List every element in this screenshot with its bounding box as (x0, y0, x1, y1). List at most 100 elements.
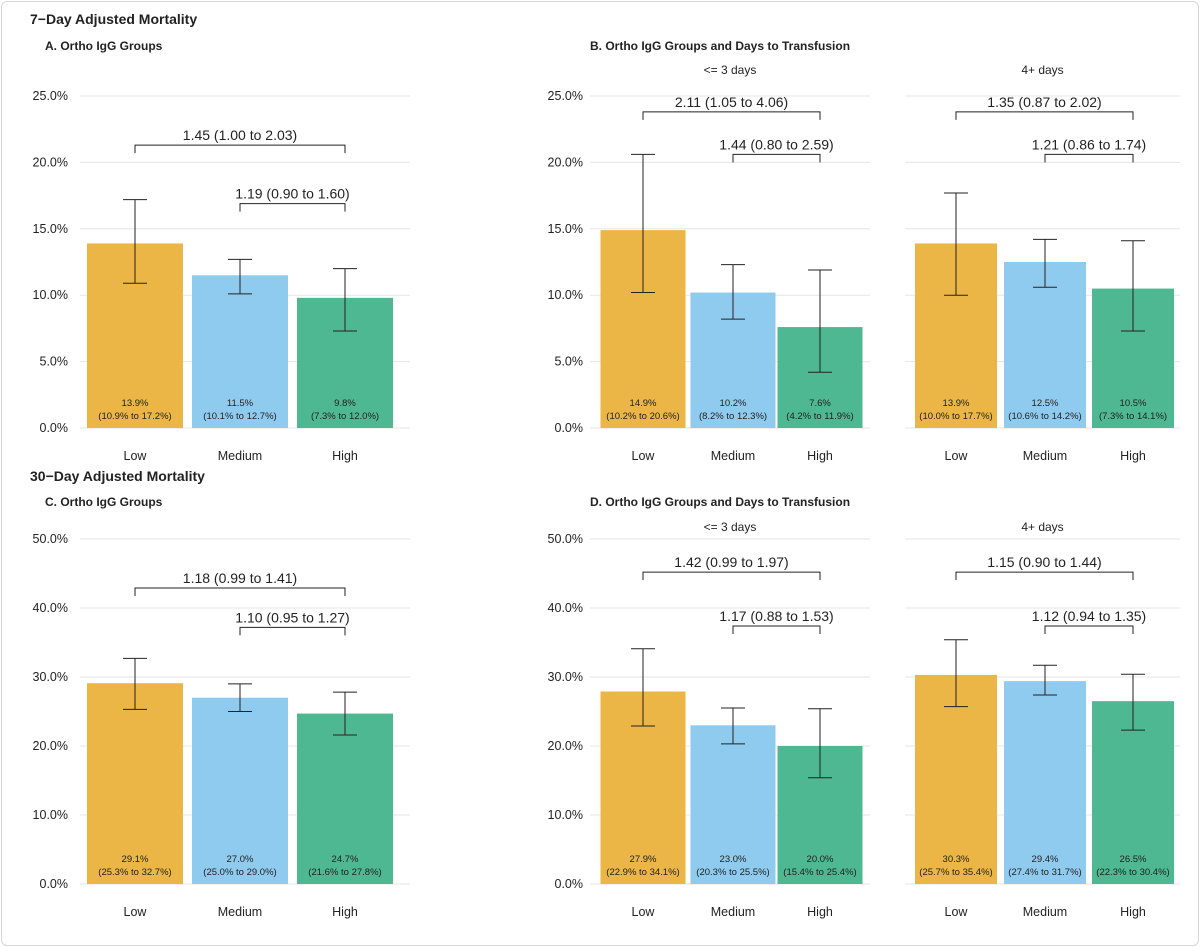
section-title: 30−Day Adjusted Mortality (30, 468, 205, 484)
comparison-bracket (642, 571, 821, 581)
chart-panel: B. Ortho IgG Groups and Days to Transfus… (548, 39, 870, 463)
x-tick-label: High (807, 449, 833, 463)
bar-value-label: 14.9% (630, 398, 657, 409)
y-tick-label: 10.0% (548, 288, 583, 302)
comparison-bracket (134, 144, 346, 154)
y-tick-label: 50.0% (548, 532, 583, 546)
x-tick-label: Medium (1023, 905, 1067, 919)
bar-ci-label: (8.2% to 12.3%) (699, 411, 767, 422)
facet-label: 4+ days (1021, 63, 1063, 77)
comparison-label: 1.15 (0.90 to 1.44) (987, 554, 1101, 570)
bar-low (87, 683, 183, 884)
comparison-label: 1.35 (0.87 to 2.02) (987, 94, 1101, 110)
bar-value-label: 27.9% (630, 854, 657, 865)
bar-value-label: 27.0% (227, 854, 254, 865)
x-tick-label: Low (945, 905, 969, 919)
bar-ci-label: (10.6% to 14.2%) (1008, 411, 1081, 422)
y-tick-label: 0.0% (555, 421, 584, 435)
bar-medium (1004, 681, 1086, 884)
y-tick-label: 50.0% (33, 532, 68, 546)
bar-medium (690, 725, 776, 884)
chart-panel: 4+ days 30.3% (25.7% to 35.4%) Low 29.4% (27.… (905, 520, 1180, 919)
comparison-label: 1.10 (0.95 to 1.27) (235, 609, 349, 625)
y-tick-label: 10.0% (33, 288, 68, 302)
x-tick-label: High (332, 449, 358, 463)
x-tick-label: Medium (711, 449, 755, 463)
y-tick-label: 15.0% (33, 222, 68, 236)
bar-value-label: 12.5% (1032, 398, 1059, 409)
comparison-bracket (239, 203, 346, 212)
y-tick-label: 20.0% (548, 155, 583, 169)
bar-value-label: 23.0% (720, 854, 747, 865)
bar-ci-label: (22.9% to 34.1%) (606, 867, 679, 878)
panel-title: D. Ortho IgG Groups and Days to Transfus… (590, 495, 850, 509)
bar-ci-label: (4.2% to 11.9%) (786, 411, 853, 422)
bar-medium (1004, 262, 1086, 428)
comparison-bracket (732, 153, 821, 163)
y-tick-label: 0.0% (555, 877, 584, 891)
bar-high (1092, 701, 1174, 884)
facet-label: <= 3 days (704, 63, 757, 77)
comparison-bracket (1044, 153, 1134, 163)
y-tick-label: 25.0% (33, 89, 68, 103)
bar-value-label: 10.5% (1120, 398, 1147, 409)
panel-title: B. Ortho IgG Groups and Days to Transfus… (590, 39, 850, 53)
bar-ci-label: (22.3% to 30.4%) (1096, 867, 1169, 878)
x-tick-label: High (1120, 905, 1146, 919)
bar-value-label: 11.5% (227, 398, 254, 409)
bar-ci-label: (10.1% to 12.7%) (203, 411, 276, 422)
bar-medium (192, 697, 288, 884)
facet-label: 4+ days (1021, 520, 1063, 534)
bar-ci-label: (10.9% to 17.2%) (98, 411, 171, 422)
panel-title: A. Ortho IgG Groups (45, 39, 163, 53)
facet-label: <= 3 days (704, 520, 757, 534)
y-tick-label: 25.0% (548, 89, 583, 103)
x-tick-label: Medium (711, 905, 755, 919)
bar-ci-label: (21.6% to 27.8%) (308, 867, 381, 878)
bar-value-label: 13.9% (122, 398, 149, 409)
bar-ci-label: (7.3% to 12.0%) (311, 411, 379, 422)
y-tick-label: 15.0% (548, 222, 583, 236)
bar-ci-label: (25.0% to 29.0%) (203, 867, 276, 878)
bar-value-label: 26.5% (1120, 854, 1147, 865)
bar-low (915, 674, 997, 884)
chart-panel: 4+ days 13.9% (10.0% to 17.7%) Low 12.5% (10.… (905, 63, 1180, 463)
comparison-label: 1.12 (0.94 to 1.35) (1032, 608, 1146, 624)
panel-title: C. Ortho IgG Groups (45, 495, 163, 509)
y-tick-label: 5.0% (555, 355, 584, 369)
x-tick-label: Medium (1023, 449, 1067, 463)
comparison-bracket (642, 111, 821, 120)
x-tick-label: Low (124, 449, 148, 463)
bar-value-label: 9.8% (334, 398, 356, 409)
bar-medium (192, 275, 288, 428)
x-tick-label: High (332, 905, 358, 919)
chart-panel: C. Ortho IgG Groups 0.0% 10.0% 20.0% 30.0% 40… (33, 495, 410, 919)
y-tick-label: 40.0% (33, 601, 68, 615)
comparison-label: 1.19 (0.90 to 1.60) (235, 186, 349, 202)
comparison-label: 1.42 (0.99 to 1.97) (674, 554, 788, 570)
bar-value-label: 29.1% (122, 854, 149, 865)
y-tick-label: 30.0% (33, 670, 68, 684)
x-tick-label: Low (124, 905, 148, 919)
bar-ci-label: (7.3% to 14.1%) (1099, 411, 1167, 422)
bar-value-label: 10.2% (720, 398, 747, 409)
comparison-bracket (1044, 625, 1134, 634)
x-tick-label: High (807, 905, 833, 919)
comparison-bracket (732, 625, 821, 634)
bar-ci-label: (15.4% to 25.4%) (783, 867, 856, 878)
bar-high (297, 713, 393, 884)
bar-ci-label: (10.2% to 20.6%) (606, 411, 679, 422)
y-tick-label: 10.0% (33, 808, 68, 822)
bar-ci-label: (25.3% to 32.7%) (98, 867, 171, 878)
comparison-bracket (134, 587, 346, 596)
comparison-label: 1.45 (1.00 to 2.03) (183, 127, 297, 143)
y-tick-label: 0.0% (40, 877, 69, 891)
comparison-label: 1.21 (0.86 to 1.74) (1032, 136, 1146, 152)
bar-value-label: 24.7% (332, 854, 359, 865)
bar-value-label: 13.9% (943, 398, 970, 409)
y-tick-label: 20.0% (33, 739, 68, 753)
y-tick-label: 40.0% (548, 601, 583, 615)
bar-ci-label: (10.0% to 17.7%) (919, 411, 992, 422)
y-tick-label: 30.0% (548, 670, 583, 684)
